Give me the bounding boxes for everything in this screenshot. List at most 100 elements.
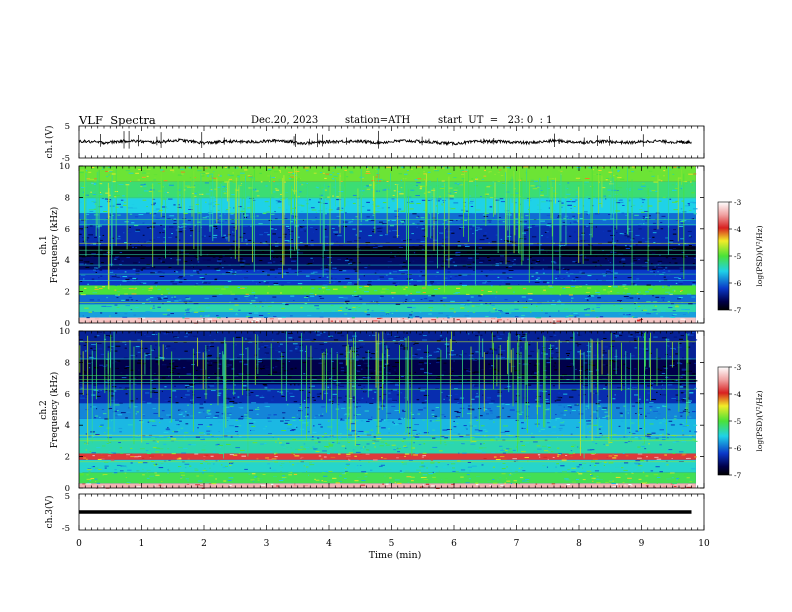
spectrogram-speckle (328, 470, 333, 472)
spectrogram-speckle (564, 410, 568, 412)
spectrogram-speckle (346, 258, 348, 260)
spectrogram-speckle (321, 187, 324, 189)
spectrogram-speckle (416, 437, 420, 439)
spectrogram-speckle (598, 417, 600, 419)
spectrogram-speckle (467, 274, 472, 276)
spectrogram-speckle (556, 216, 562, 218)
spectrogram-speckle (200, 463, 203, 465)
spectrogram-speckle (209, 253, 215, 255)
spectrogram-speckle (431, 198, 433, 200)
spectrogram-speckle (346, 458, 349, 460)
spectrogram-speckle (647, 437, 652, 439)
spectrogram-speckle (150, 185, 154, 187)
spectrogram-speckle (109, 315, 111, 317)
spectrogram-speckle (660, 180, 663, 182)
spectrogram-speckle (232, 454, 238, 456)
spectrogram-speckle (527, 293, 533, 295)
spectrogram-speckle (217, 209, 220, 211)
spectrogram-speckle (551, 240, 553, 242)
spectrogram-speckle (264, 201, 269, 203)
spectrogram-speckle (215, 478, 217, 480)
spectrogram-speckle (267, 313, 270, 315)
spectrogram-speckle (246, 316, 250, 318)
spectrogram-speckle (347, 282, 352, 284)
spectrogram-speckle (236, 297, 241, 299)
spectrogram-speckle (596, 410, 599, 412)
spectrogram-speckle (646, 385, 650, 387)
spectrogram-speckle (476, 395, 480, 397)
spectrogram-speckle (312, 446, 315, 448)
spectrogram-speckle (497, 395, 502, 397)
spectrogram-speckle (245, 239, 247, 241)
spectrogram-speckle (152, 305, 155, 307)
spectrogram-speckle (479, 443, 482, 445)
spectrogram-speckle (258, 282, 261, 284)
spectrogram-speckle (614, 455, 618, 457)
spectrogram-speckle (359, 459, 362, 461)
spectrogram-speckle (294, 483, 296, 485)
spectrogram-speckle (347, 379, 352, 381)
spectrogram-speckle (632, 313, 634, 315)
spectrogram-speckle (596, 306, 600, 308)
spectrogram-speckle (256, 215, 259, 217)
spectrogram-speckle (297, 283, 303, 285)
spectrogram-speckle (197, 170, 202, 172)
spectrogram-speckle (167, 218, 171, 220)
spectrogram-speckle (692, 202, 697, 204)
spectrogram-speckle (385, 242, 390, 244)
spectrogram-speckle (318, 455, 322, 457)
spectrogram-speckle (608, 171, 613, 173)
spectrogram-speckle (235, 189, 240, 191)
spectrogram-speckle (327, 196, 330, 198)
spectrogram-speckle (142, 234, 145, 236)
sferic-streak (547, 176, 549, 196)
spectrogram-speckle (235, 320, 240, 322)
spectrogram-speckle (634, 284, 637, 286)
spectrogram-speckle (406, 438, 408, 440)
spectrogram-speckle (250, 429, 255, 431)
spectrogram-speckle (525, 215, 529, 217)
spectrogram-speckle (372, 442, 376, 444)
spectrogram-speckle (268, 168, 272, 170)
spectrogram-speckle (227, 174, 230, 176)
spectrogram-speckle (127, 288, 130, 290)
spectrogram-speckle (288, 392, 293, 394)
spectrogram-speckle (435, 420, 441, 422)
spectrogram-speckle (446, 428, 452, 430)
spectrogram-speckle (423, 479, 429, 481)
spectrogram-speckle (155, 397, 160, 399)
spectrogram-speckle (361, 457, 364, 459)
spectrogram-speckle (421, 456, 424, 458)
spectrogram-speckle (92, 466, 96, 468)
spectrogram-speckle (227, 234, 232, 236)
spectrogram-speckle (540, 191, 544, 193)
spectrogram-speckle (654, 456, 659, 458)
spectrogram-speckle (321, 406, 325, 408)
spectrogram-speckle (659, 429, 665, 431)
spectrogram-speckle (598, 294, 601, 296)
spectrogram-speckle (314, 305, 319, 307)
sferic-streak (667, 167, 669, 255)
spectrogram-speckle (190, 399, 192, 401)
spectrogram-speckle (118, 235, 121, 237)
spectrogram-speckle (635, 308, 637, 310)
spectrogram-speckle (140, 221, 144, 223)
spectrogram-speckle (306, 422, 308, 424)
spectrogram-speckle (591, 460, 596, 462)
spectrogram-speckle (648, 237, 652, 239)
spectrogram-speckle (146, 206, 148, 208)
spectrogram-speckle (672, 189, 677, 191)
spectrogram-speckle (177, 466, 182, 468)
spectrogram-speckle (404, 397, 406, 399)
spectrogram-speckle (578, 422, 581, 424)
sferic-streak (601, 175, 603, 208)
spectrogram-speckle (490, 247, 495, 249)
spectrogram-speckle (387, 220, 390, 222)
spectrogram-speckle (97, 255, 103, 257)
spectrogram-speckle (282, 233, 287, 235)
spectrogram-speckle (378, 227, 383, 229)
spectrogram-speckle (561, 204, 565, 206)
spectrogram-speckle (267, 305, 272, 307)
spectrogram-speckle (88, 209, 94, 211)
spectrogram-speckle (251, 402, 257, 404)
